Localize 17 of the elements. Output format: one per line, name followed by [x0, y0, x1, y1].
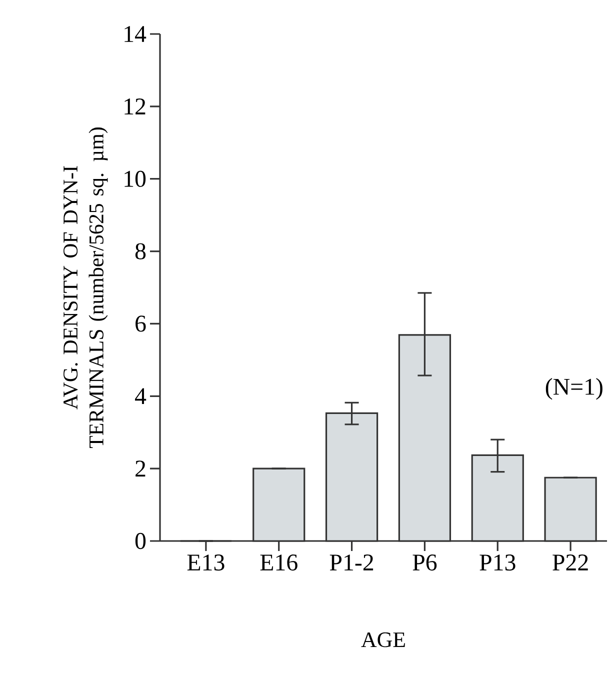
y-tick-label: 6 — [136, 316, 146, 332]
x-axis-title: AGE — [361, 632, 405, 648]
x-tick-label: P22 — [552, 554, 588, 570]
y-tick-label: 0 — [135, 532, 146, 550]
x-tick-label: P1-2 — [330, 554, 374, 570]
x-tick-label: P13 — [480, 554, 516, 571]
y-tick-label: 4 — [134, 388, 146, 404]
x-tick-label: E13 — [187, 554, 224, 571]
y-tick-label: 12 — [124, 98, 146, 114]
y-tick-label: 2 — [136, 460, 146, 476]
y-tick-label: 14 — [124, 26, 146, 42]
x-tick-label: P6 — [412, 554, 437, 571]
y-tick-label: 10 — [124, 170, 146, 187]
y-tick-label: 8 — [135, 243, 146, 260]
annotation: (N=1) — [546, 378, 602, 400]
x-tick-label: E16 — [260, 554, 298, 571]
y-axis-title: AVG. DENSITY OF DYN-I TERMINALS (number/5625 sq. µm) — [64, 128, 108, 448]
